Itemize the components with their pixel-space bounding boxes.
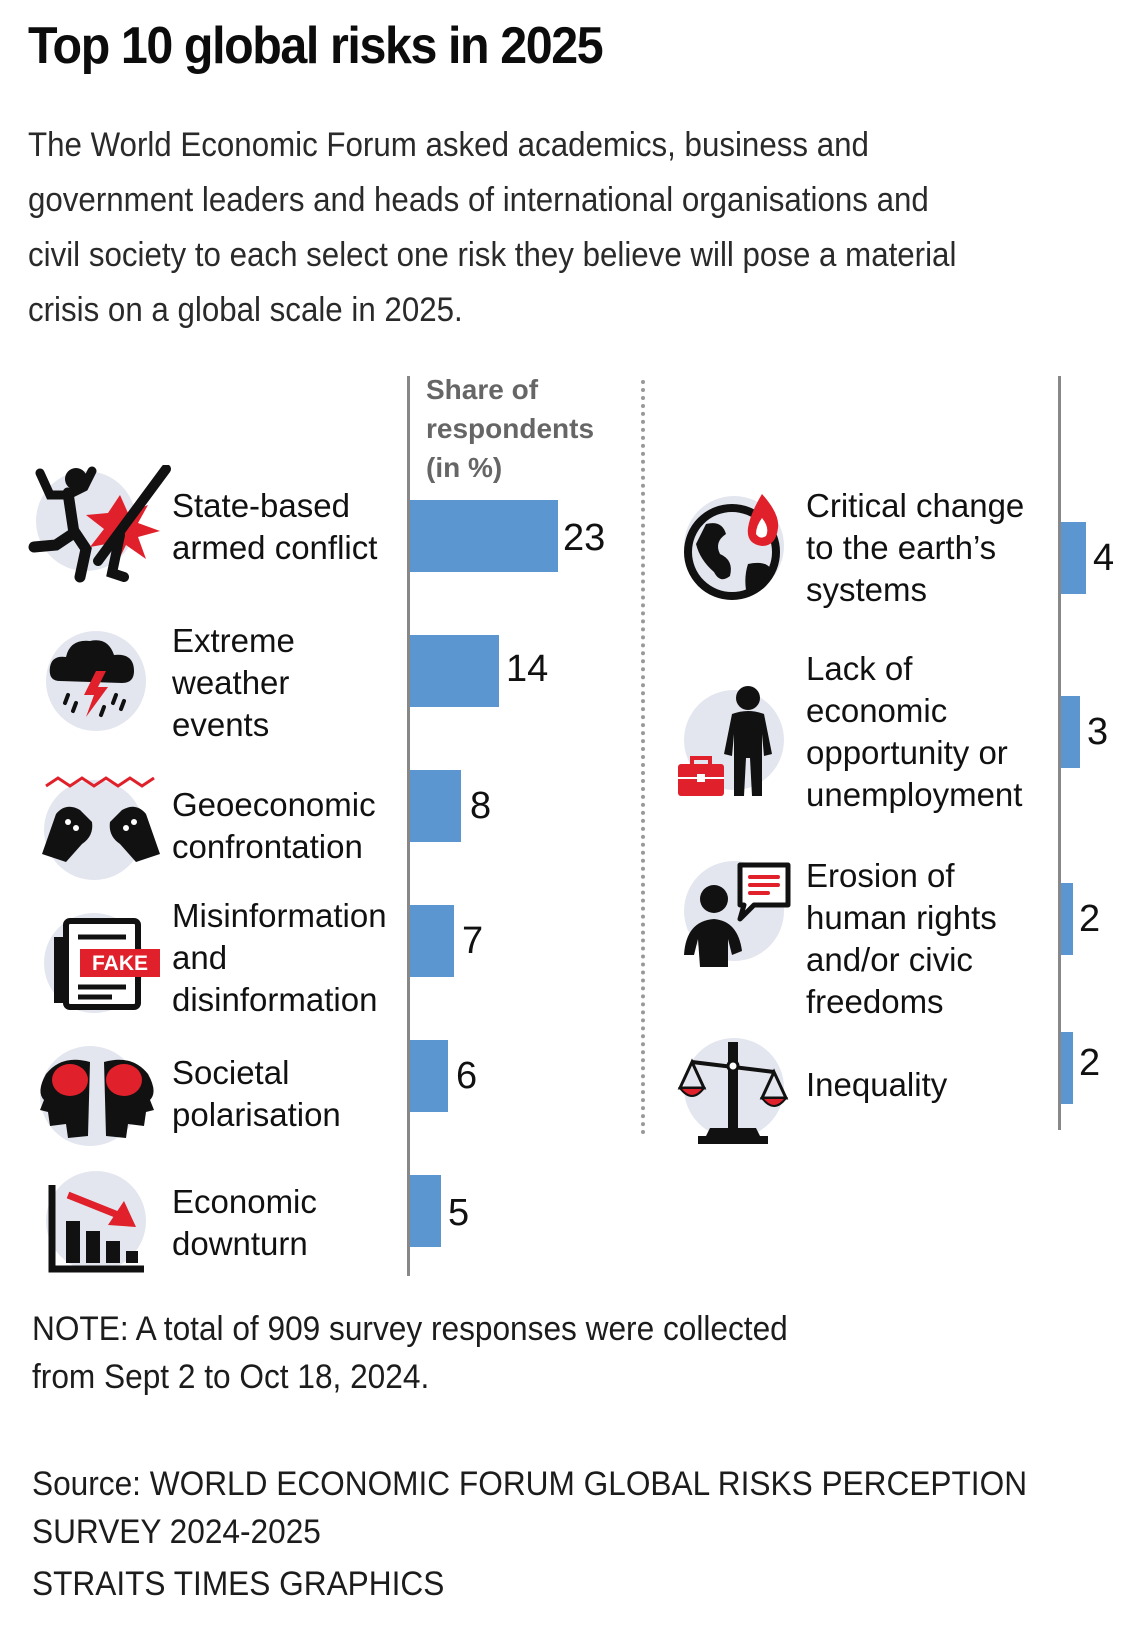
unemployed-person-icon [676,684,784,796]
opposing-heads-icon [32,1040,154,1148]
risk-value: 7 [462,920,484,962]
storm-cloud-icon [38,625,146,733]
chart-intro: The World Economic Forum asked academics… [28,126,957,329]
risk-bar [410,770,461,842]
burning-globe-icon [676,490,784,600]
risk-row-geoeconomic: Geoeconomic confrontation 8 [0,770,640,890]
risk-row-human-rights: Erosion of human rights and/or civic fre… [660,855,1140,1035]
risk-label: Extreme weather events [172,622,295,743]
clashing-fists-icon [36,774,160,882]
risk-label: Erosion of human rights and/or civic fre… [806,857,997,1020]
risk-value: 14 [506,648,549,690]
graphics-credit: STRAITS TIMES GRAPHICS [32,1565,445,1603]
risk-label: Geoeconomic confrontation [172,786,376,865]
risk-bar [410,500,558,572]
armed-conflict-icon [28,465,171,583]
chart-title: Top 10 global risks in 2025 [28,17,604,75]
risk-row-armed-conflict: State-based armed conflict 23 [0,455,640,595]
risk-row-societal-polarisation: Societal polarisation 6 [0,1040,640,1160]
risk-label: Misinformation and disinformation [172,897,387,1018]
risk-bar [410,635,499,707]
risk-row-inequality: Inequality 2 [660,1028,1140,1148]
column-header-line2: respondents [426,413,595,444]
risk-row-misinformation: FAKE Misinformation and disinformation 7 [0,895,640,1035]
risk-bar [1061,522,1086,594]
risk-label: Societal polarisation [172,1054,341,1133]
risk-value: 4 [1093,537,1115,579]
risk-value: 3 [1087,711,1109,753]
column-header-line1: Share of [426,374,539,405]
source-line: Source: WORLD ECONOMIC FORUM GLOBAL RISK… [32,1465,1028,1551]
risk-value: 6 [456,1055,478,1097]
risk-value: 8 [470,785,492,827]
risk-label: Economic downturn [172,1183,317,1262]
risk-row-unemployment: Lack of economic opportunity or unemploy… [660,648,1140,828]
risk-bar [410,1040,448,1112]
risk-bar [1061,1032,1073,1104]
right-axis-line [1058,376,1061,1130]
column-header-line3: (in %) [426,452,503,483]
risk-bar [1061,696,1080,768]
fake-news-icon: FAKE [36,907,160,1015]
column-header: Share of respondents (in %) [426,370,594,487]
risk-label: Lack of economic opportunity or unemploy… [806,650,1023,813]
risk-row-economic-downturn: Economic downturn 5 [0,1165,640,1285]
left-axis-line [407,376,410,1276]
risk-value: 23 [563,517,606,559]
speaker-speech-bubble-icon [676,855,791,967]
column-divider [641,380,645,1135]
risk-value: 5 [448,1192,470,1234]
risk-value: 2 [1079,898,1101,940]
declining-chart-icon [38,1165,146,1273]
fake-stamp: FAKE [92,952,148,975]
survey-note: NOTE: A total of 909 survey responses we… [32,1310,788,1396]
risk-row-extreme-weather: Extreme weather events 14 [0,620,640,750]
scales-icon [676,1032,789,1144]
risk-bar [1061,883,1073,955]
risk-label: Inequality [806,1066,948,1103]
risk-bar [410,905,454,977]
risk-bar [410,1175,441,1247]
risk-label: State-based armed conflict [172,487,378,566]
risk-label: Critical change to the earth’s systems [806,487,1025,608]
risk-value: 2 [1079,1042,1101,1084]
risk-row-earth-systems: Critical change to the earth’s systems 4 [660,480,1140,620]
